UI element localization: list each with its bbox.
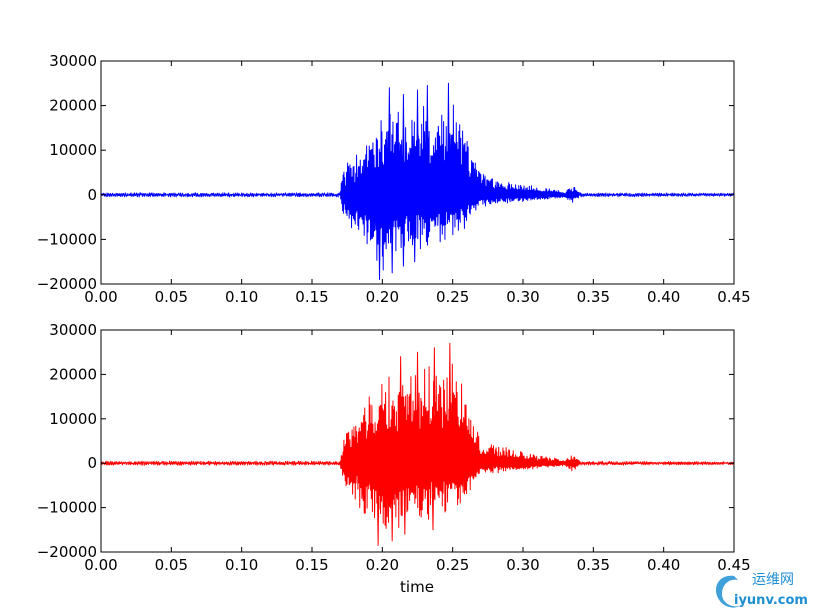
top-x-tick-label: 0.10 [225,288,258,306]
bottom-x-tick-label: 0.00 [84,556,117,574]
bottom-x-tick-label: 0.45 [717,556,750,574]
bottom-x-tick-label: 0.25 [436,556,469,574]
bottom-x-tick-label: 0.40 [647,556,680,574]
top-waveform-plot: 0.00 0.05 0.10 0.15 0.20 0.25 0.30 0.35 0.40 0.45… [37,52,751,306]
bottom-x-tick-label: 0.35 [577,556,610,574]
top-y-tick-label: 20000 [49,97,97,115]
top-y-tick-label: 10000 [49,141,97,159]
top-x-tick-label: 0.20 [366,288,399,306]
bottom-y-tick-label: 20000 [49,365,97,383]
top-x-tick-label: 0.05 [155,288,188,306]
bottom-plot-series [100,342,735,546]
top-x-tick-label: 0.15 [295,288,328,306]
bottom-waveform-plot: 0.00 0.05 0.10 0.15 0.20 0.25 0.30 0.35 0.40 0.45… [37,321,751,596]
top-y-tick-label: 30000 [49,52,97,70]
top-x-tick-label: 0.30 [506,288,539,306]
top-plot-frame [100,60,735,285]
top-plot-ticks: 0.00 0.05 0.10 0.15 0.20 0.25 0.30 0.35 0.40 0.45… [37,52,751,306]
top-x-tick-label: 0.25 [436,288,469,306]
top-x-tick-label: 0.00 [84,288,117,306]
bottom-plot-frame [100,329,735,553]
bottom-y-tick-label: 30000 [49,321,97,339]
bottom-y-tick-label: −10000 [37,499,97,517]
top-x-tick-label: 0.40 [647,288,680,306]
top-y-tick-label: 0 [87,186,97,204]
top-x-tick-label: 0.35 [577,288,610,306]
bottom-y-tick-label: 10000 [49,410,97,428]
bottom-y-tick-label: 0 [87,454,97,472]
bottom-x-tick-label: 0.30 [506,556,539,574]
watermark-swirl-icon [715,575,740,608]
top-waveform-series-line [100,82,735,281]
bottom-waveform-series-line [100,342,735,546]
bottom-plot-ticks: 0.00 0.05 0.10 0.15 0.20 0.25 0.30 0.35 0.40 0.45… [37,321,751,574]
watermark-cn-text: 运维网 [752,572,794,588]
top-y-tick-label: −10000 [37,230,97,248]
bottom-x-tick-label: 0.05 [155,556,188,574]
watermark-url-text: iyunv.com [734,593,808,608]
bottom-y-tick-label: −20000 [37,543,97,561]
bottom-x-tick-label: 0.10 [225,556,258,574]
bottom-x-tick-label: 0.20 [366,556,399,574]
watermark: 运维网 iyunv.com [715,572,808,608]
top-plot-series [100,82,735,281]
x-axis-label: time [400,578,434,596]
bottom-x-tick-label: 0.15 [295,556,328,574]
top-x-tick-label: 0.45 [717,288,750,306]
top-y-tick-label: −20000 [37,275,97,293]
